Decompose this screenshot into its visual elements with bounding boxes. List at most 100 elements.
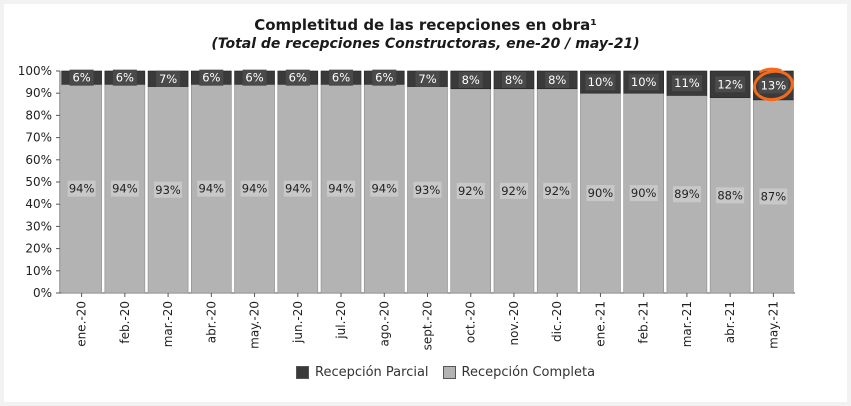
y-tick-label: 70% bbox=[25, 131, 52, 145]
data-label-box-completa bbox=[197, 180, 226, 197]
highlight-circle bbox=[753, 69, 794, 102]
data-label-parcial: 7% bbox=[418, 72, 436, 86]
data-label-completa: 92% bbox=[501, 184, 527, 198]
chart-title: Completitud de las recepciones en obra¹ bbox=[254, 16, 597, 34]
data-label-box-completa bbox=[629, 185, 658, 202]
data-label-box-parcial bbox=[585, 74, 616, 91]
data-label-parcial: 8% bbox=[548, 73, 566, 87]
data-label-box-completa bbox=[240, 180, 269, 197]
data-label-box-parcial bbox=[671, 75, 702, 92]
data-label-box-completa bbox=[327, 180, 356, 197]
data-label-box-completa bbox=[543, 182, 572, 199]
data-label-box-parcial bbox=[285, 69, 310, 86]
legend-swatch-parcial bbox=[296, 365, 309, 379]
legend-item-completa: Recepción Completa bbox=[442, 364, 596, 380]
x-tick-label: abr.-21 bbox=[723, 301, 737, 343]
data-label-completa: 87% bbox=[761, 189, 787, 203]
data-label-box-parcial bbox=[112, 69, 137, 86]
y-tick-label: 30% bbox=[25, 219, 52, 233]
x-tick-label: ene.-20 bbox=[75, 301, 89, 347]
data-label-completa: 94% bbox=[328, 182, 354, 196]
data-label-parcial: 13% bbox=[761, 78, 787, 92]
x-tick-label: sept.-20 bbox=[421, 301, 435, 350]
x-tick-label: abr.-20 bbox=[204, 301, 218, 343]
x-tick-label: nov.-20 bbox=[507, 301, 521, 346]
data-label-box-parcial bbox=[715, 76, 746, 93]
y-tick-label: 100% bbox=[18, 64, 52, 78]
data-label-completa: 90% bbox=[588, 186, 614, 200]
data-label-box-parcial bbox=[69, 69, 94, 86]
data-label-completa: 93% bbox=[155, 183, 181, 197]
data-label-box-completa bbox=[67, 180, 96, 197]
legend-label-completa: Recepción Completa bbox=[461, 364, 596, 380]
x-tick-label: ago.-20 bbox=[377, 301, 391, 347]
data-label-parcial: 6% bbox=[245, 71, 263, 85]
data-label-box-completa bbox=[586, 185, 615, 202]
data-label-completa: 92% bbox=[544, 184, 570, 198]
x-tick-label: oct.-20 bbox=[464, 301, 478, 343]
data-label-parcial: 8% bbox=[462, 73, 480, 87]
data-label-completa: 94% bbox=[69, 182, 95, 196]
data-label-parcial: 11% bbox=[674, 76, 700, 90]
x-tick-label: jun.-20 bbox=[291, 301, 305, 344]
data-label-completa: 94% bbox=[112, 182, 138, 196]
data-label-parcial: 6% bbox=[375, 71, 393, 85]
data-label-box-parcial bbox=[545, 71, 570, 88]
data-label-completa: 94% bbox=[242, 182, 268, 196]
data-label-parcial: 6% bbox=[202, 71, 220, 85]
data-label-parcial: 6% bbox=[116, 71, 134, 85]
data-label-box-parcial bbox=[156, 70, 181, 87]
y-tick-label: 20% bbox=[25, 242, 52, 256]
data-label-box-completa bbox=[499, 182, 528, 199]
data-label-parcial: 6% bbox=[72, 71, 90, 85]
data-label-completa: 89% bbox=[674, 187, 700, 201]
data-label-box-completa bbox=[759, 188, 788, 205]
x-tick-label: feb.-21 bbox=[637, 301, 651, 344]
data-label-box-completa bbox=[110, 180, 139, 197]
y-tick-label: 60% bbox=[25, 153, 52, 167]
data-label-completa: 90% bbox=[631, 186, 657, 200]
data-label-box-parcial bbox=[758, 77, 789, 94]
data-label-completa: 92% bbox=[458, 184, 484, 198]
data-label-completa: 94% bbox=[285, 182, 311, 196]
data-label-parcial: 6% bbox=[289, 71, 307, 85]
data-label-box-completa bbox=[456, 182, 485, 199]
data-label-box-completa bbox=[672, 186, 701, 203]
y-tick-label: 0% bbox=[33, 286, 52, 300]
data-label-parcial: 6% bbox=[332, 71, 350, 85]
chart-subtitle: (Total de recepciones Constructoras, ene… bbox=[211, 36, 640, 52]
x-tick-label: mar.-20 bbox=[161, 301, 175, 347]
legend: Recepción Parcial Recepción Completa bbox=[296, 364, 609, 380]
y-tick-label: 50% bbox=[25, 175, 52, 189]
data-label-box-parcial bbox=[199, 69, 224, 86]
data-label-box-parcial bbox=[628, 74, 659, 91]
data-label-completa: 88% bbox=[717, 188, 743, 202]
data-label-completa: 93% bbox=[415, 183, 441, 197]
data-label-box-completa bbox=[154, 181, 183, 198]
data-label-box-completa bbox=[283, 180, 312, 197]
data-label-box-parcial bbox=[415, 70, 440, 87]
y-tick-label: 40% bbox=[25, 197, 52, 211]
x-tick-label: may.-21 bbox=[766, 301, 780, 349]
legend-item-parcial: Recepción Parcial bbox=[296, 365, 429, 380]
y-tick-label: 90% bbox=[25, 86, 52, 100]
legend-label-parcial: Recepción Parcial bbox=[315, 364, 429, 380]
x-tick-label: dic.-20 bbox=[550, 301, 564, 342]
data-label-parcial: 10% bbox=[631, 75, 657, 89]
data-label-box-parcial bbox=[501, 71, 526, 88]
data-label-box-parcial bbox=[329, 69, 354, 86]
data-label-box-parcial bbox=[372, 69, 397, 86]
data-label-parcial: 10% bbox=[588, 75, 614, 89]
data-label-completa: 94% bbox=[371, 182, 397, 196]
data-label-completa: 94% bbox=[199, 182, 225, 196]
y-tick-label: 10% bbox=[25, 264, 52, 278]
x-tick-label: jul.-20 bbox=[334, 301, 348, 340]
x-tick-label: may.-20 bbox=[248, 301, 262, 349]
data-label-box-parcial bbox=[458, 71, 483, 88]
data-label-box-parcial bbox=[242, 69, 267, 86]
data-label-box-completa bbox=[716, 187, 745, 204]
data-label-parcial: 8% bbox=[505, 73, 523, 87]
highlight-stroke bbox=[758, 67, 782, 74]
y-tick-label: 80% bbox=[25, 108, 52, 122]
